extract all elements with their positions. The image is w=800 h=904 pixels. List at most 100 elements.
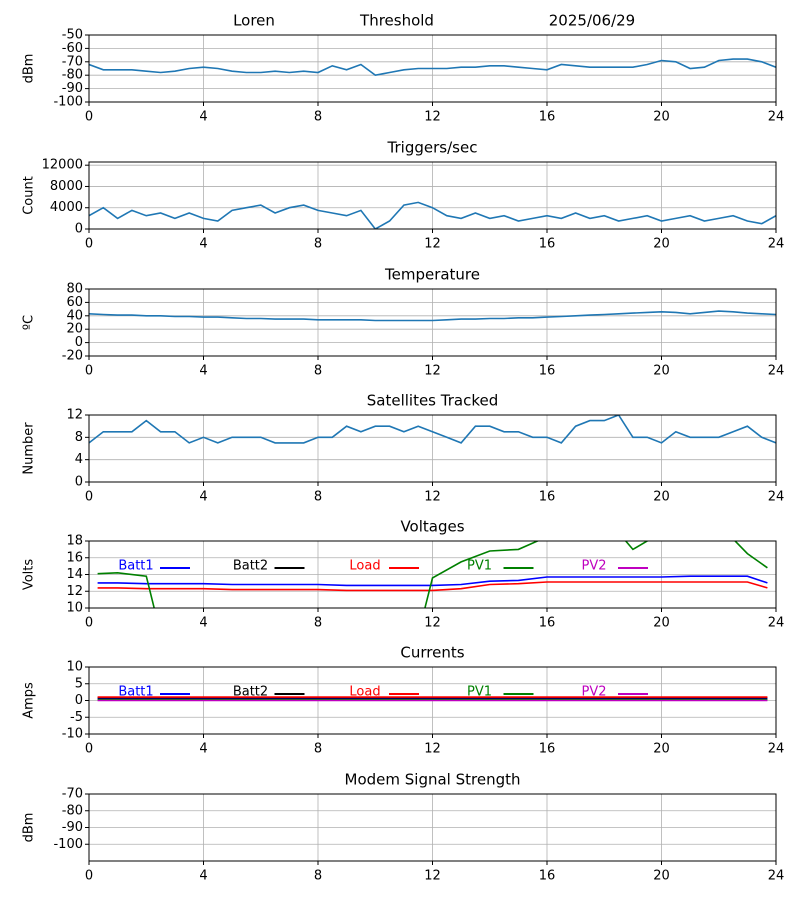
y-tick-label: 12 xyxy=(66,408,83,423)
plot-frame xyxy=(88,666,777,735)
legend-label: PV1 xyxy=(467,559,492,574)
x-tick-label: 16 xyxy=(539,490,556,505)
chart-title: Currents xyxy=(400,644,464,662)
y-tick-label: -70 xyxy=(62,54,83,69)
y-tick-label: 10 xyxy=(66,601,83,616)
y-tick-label: 0 xyxy=(75,693,83,708)
plot-frame xyxy=(88,161,777,230)
y-tick-label: 40 xyxy=(66,308,83,323)
x-tick-label: 16 xyxy=(539,616,556,631)
y-axis-label: dBm xyxy=(22,813,37,843)
data-line xyxy=(97,575,768,587)
x-tick-label: 12 xyxy=(424,490,441,505)
x-tick-label: 0 xyxy=(85,364,93,379)
data-line xyxy=(97,541,768,608)
y-tick-label: 0 xyxy=(75,222,83,237)
x-tick-label: 0 xyxy=(85,742,93,757)
plot-frame xyxy=(88,540,777,609)
y-tick-label: -20 xyxy=(62,349,83,364)
x-tick-label: 24 xyxy=(768,237,785,252)
y-tick-label: 5 xyxy=(75,676,83,691)
x-tick-label: 12 xyxy=(424,237,441,252)
y-axis-label: Amps xyxy=(22,682,37,719)
x-tick-label: 20 xyxy=(653,616,670,631)
x-tick-label: 8 xyxy=(314,364,322,379)
x-tick-label: 16 xyxy=(539,869,556,884)
legend-label: Batt1 xyxy=(118,559,153,574)
y-tick-label: 4 xyxy=(75,452,83,467)
x-tick-label: 24 xyxy=(768,490,785,505)
x-tick-label: 4 xyxy=(199,490,207,505)
y-tick-label: -100 xyxy=(53,95,83,110)
y-tick-label: 60 xyxy=(66,295,83,310)
x-tick-label: 24 xyxy=(768,869,785,884)
y-tick-label: -50 xyxy=(62,28,83,43)
y-axis-label: Volts xyxy=(22,559,37,591)
x-tick-label: 4 xyxy=(199,110,207,125)
x-tick-label: 12 xyxy=(424,616,441,631)
y-tick-label: 10 xyxy=(66,660,83,675)
y-axis-label: ºC xyxy=(22,315,37,330)
chart-title: Threshold xyxy=(359,12,434,30)
y-tick-label: -10 xyxy=(62,727,83,742)
x-tick-label: 4 xyxy=(199,237,207,252)
x-tick-label: 12 xyxy=(424,110,441,125)
chart-title: Modem Signal Strength xyxy=(345,771,521,789)
y-tick-label: 12 xyxy=(66,584,83,599)
y-tick-label: 8000 xyxy=(50,179,83,194)
chart-title: Loren xyxy=(233,12,275,30)
y-tick-label: 0 xyxy=(75,475,83,490)
x-tick-label: 8 xyxy=(314,616,322,631)
data-line xyxy=(89,310,776,322)
y-axis-label: dBm xyxy=(22,54,37,84)
x-tick-label: 8 xyxy=(314,490,322,505)
legend-label: PV1 xyxy=(467,685,492,700)
x-tick-label: 0 xyxy=(85,490,93,505)
x-tick-label: 24 xyxy=(768,742,785,757)
chart-title: Temperature xyxy=(384,266,480,284)
plot-frame xyxy=(88,34,777,103)
data-line xyxy=(97,581,768,592)
y-tick-label: -80 xyxy=(62,68,83,83)
y-tick-label: -60 xyxy=(62,41,83,56)
x-tick-label: 0 xyxy=(85,110,93,125)
x-tick-label: 20 xyxy=(653,869,670,884)
y-tick-label: 20 xyxy=(66,322,83,337)
chart-title: Triggers/sec xyxy=(387,139,478,157)
legend-label: Batt2 xyxy=(233,685,268,700)
x-tick-label: 8 xyxy=(314,237,322,252)
y-tick-label: -80 xyxy=(62,803,83,818)
y-tick-label: 4000 xyxy=(50,200,83,215)
y-tick-label: -100 xyxy=(53,837,83,852)
x-tick-label: 0 xyxy=(85,869,93,884)
x-tick-label: 20 xyxy=(653,742,670,757)
y-tick-label: -5 xyxy=(70,710,83,725)
y-tick-label: -70 xyxy=(62,787,83,802)
y-tick-label: 18 xyxy=(66,534,83,549)
x-tick-label: 16 xyxy=(539,364,556,379)
legend-label: Load xyxy=(349,559,380,574)
x-tick-label: 20 xyxy=(653,110,670,125)
plot-frame xyxy=(88,793,777,862)
y-tick-label: -90 xyxy=(62,820,83,835)
x-tick-label: 0 xyxy=(85,616,93,631)
plot-frame xyxy=(88,288,777,357)
y-axis-label: Number xyxy=(22,422,37,475)
chart-title: 2025/06/29 xyxy=(549,12,635,30)
y-tick-label: 80 xyxy=(66,282,83,297)
data-line xyxy=(89,415,776,444)
y-tick-label: 14 xyxy=(66,567,83,582)
x-tick-label: 8 xyxy=(314,110,322,125)
y-tick-label: 16 xyxy=(66,550,83,565)
legend-label: Batt2 xyxy=(233,559,268,574)
x-tick-label: 24 xyxy=(768,110,785,125)
x-tick-label: 4 xyxy=(199,742,207,757)
x-tick-label: 20 xyxy=(653,237,670,252)
plot-frame xyxy=(88,414,777,483)
data-line xyxy=(89,58,776,77)
data-line xyxy=(89,201,776,229)
y-axis-label: Count xyxy=(22,176,37,215)
x-tick-label: 8 xyxy=(314,742,322,757)
x-tick-label: 12 xyxy=(424,742,441,757)
